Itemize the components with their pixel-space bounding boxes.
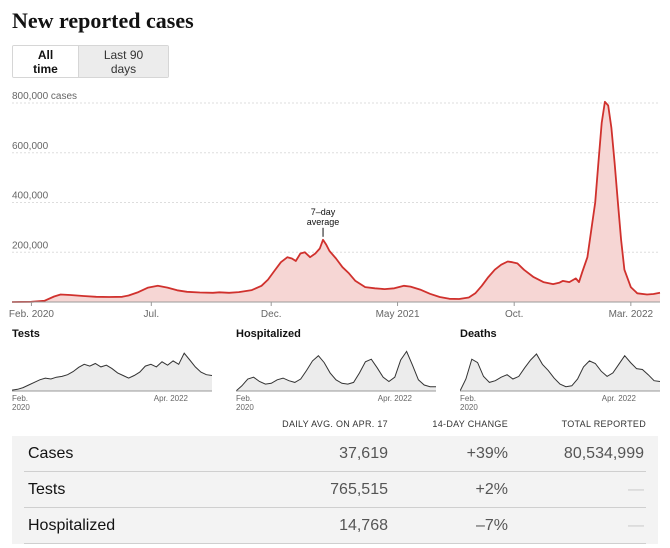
row-total: —: [628, 517, 644, 534]
row-daily-avg: 37,619: [339, 445, 388, 462]
annotation-label: 7–day: [311, 207, 336, 217]
row-name: Hospitalized: [28, 517, 116, 534]
row-change: –7%: [475, 517, 508, 534]
row-change: +39%: [466, 445, 508, 462]
x-tick-label: Jul.: [144, 309, 160, 320]
total-header: TOTAL REPORTED: [561, 419, 646, 429]
mini-chart-start-label: Feb. 2020: [12, 394, 30, 412]
sparkline-line: [236, 350, 436, 392]
sparkline-line: [12, 352, 212, 391]
row-total: —: [628, 481, 644, 498]
y-tick-label: 800,000 cases: [12, 91, 77, 102]
table-row: Tests 765,515 +2% —: [12, 472, 658, 508]
mini-chart-start-label: Feb. 2020: [236, 394, 254, 412]
row-daily-avg: 765,515: [330, 481, 388, 498]
page-title: New reported cases: [12, 8, 194, 33]
mini-chart-title: Hospitalized: [236, 328, 301, 340]
table-row: Cases 37,619 +39% 80,534,999: [12, 436, 658, 472]
y-tick-label: 400,000: [12, 191, 49, 202]
x-tick-label: Oct.: [505, 309, 523, 320]
deaths-sparkline: [460, 353, 660, 392]
x-tick-label: Mar. 2022: [609, 309, 654, 320]
row-change: +2%: [475, 481, 508, 498]
mini-chart-title: Deaths: [460, 328, 497, 340]
row-divider: [24, 543, 646, 544]
x-tick-label: Dec.: [261, 309, 282, 320]
x-tick-label: Feb. 2020: [9, 309, 54, 320]
all-time-button[interactable]: All time: [13, 46, 78, 77]
change-header: 14-DAY CHANGE: [432, 419, 508, 429]
y-tick-label: 600,000: [12, 141, 49, 152]
sparkline-area: [460, 354, 660, 391]
row-divider: [24, 507, 646, 508]
annotation-label: average: [307, 217, 340, 227]
mini-chart-start-label: Feb. 2020: [460, 394, 478, 412]
cases-area: [12, 101, 660, 302]
hospitalized-sparkline: [236, 350, 436, 392]
cases-line: [11, 100, 661, 303]
sparkline-area: [12, 353, 212, 391]
last-90-days-button[interactable]: Last 90 days: [78, 46, 168, 77]
mini-chart-end-label: Apr. 2022: [153, 394, 188, 403]
tests-sparkline: [12, 352, 212, 392]
row-daily-avg: 14,768: [339, 517, 388, 534]
mini-chart-title: Tests: [12, 328, 40, 340]
cases-chart: 200,000 400,000 600,000 800,000 cases Feb. 2…: [9, 91, 661, 320]
sparkline-area: [236, 351, 436, 391]
daily-avg-header: DAILY AVG. ON APR. 17: [282, 419, 388, 429]
row-name: Cases: [28, 445, 74, 462]
stats-table: Cases 37,619 +39% 80,534,999 Tests 765,5…: [12, 436, 658, 544]
x-tick-label: May 2021: [376, 309, 420, 320]
sparkline-line: [460, 353, 660, 392]
time-range-toggle: All time Last 90 days: [12, 45, 169, 78]
mini-chart-end-label: Apr. 2022: [601, 394, 636, 403]
row-divider: [24, 471, 646, 472]
y-tick-label: 200,000: [12, 240, 49, 251]
mini-chart-end-label: Apr. 2022: [377, 394, 412, 403]
table-row: Hospitalized 14,768 –7% —: [12, 508, 658, 544]
row-name: Tests: [28, 481, 66, 498]
row-total: 80,534,999: [563, 445, 644, 462]
